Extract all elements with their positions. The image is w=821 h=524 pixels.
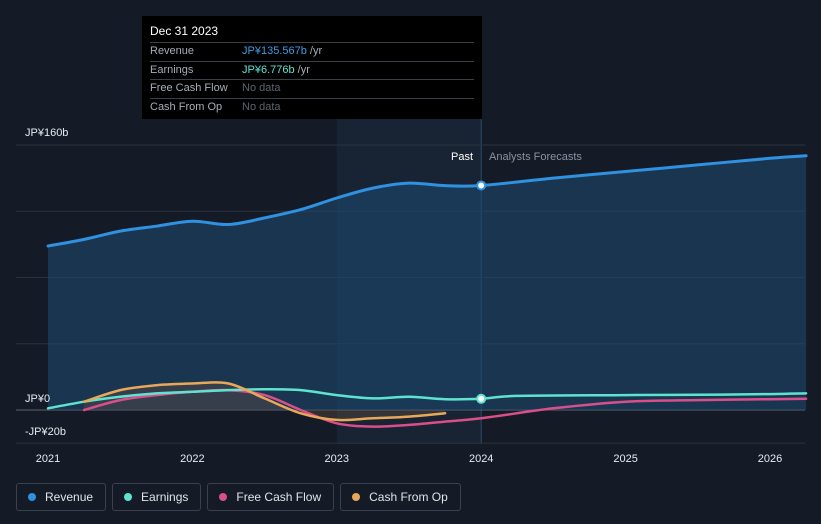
tooltip-row-free-cash-flow: Free Cash Flow No data bbox=[150, 79, 474, 98]
past-label: Past bbox=[451, 151, 473, 163]
legend-dot-icon bbox=[352, 493, 361, 501]
tooltip-value: JP¥135.567b bbox=[242, 45, 307, 57]
tooltip-row-cash-from-op: Cash From Op No data bbox=[150, 97, 474, 117]
cash-from-op-line bbox=[82, 381, 447, 422]
legend-free-cash-flow[interactable]: Free Cash Flow bbox=[207, 483, 335, 511]
tooltip-unit: /yr bbox=[294, 63, 310, 76]
tooltip-label: Free Cash Flow bbox=[150, 82, 228, 94]
earnings-marker bbox=[476, 393, 487, 404]
tooltip-label: Revenue bbox=[150, 45, 195, 57]
revenue-marker bbox=[476, 180, 487, 191]
legend-dot-icon bbox=[124, 493, 133, 501]
tooltip-value-wrap: JP¥135.567b /yr bbox=[242, 43, 322, 61]
legend-label: Cash From Op bbox=[369, 490, 448, 504]
legend-label: Earnings bbox=[141, 490, 189, 504]
tooltip-panel: Dec 31 2023 Revenue JP¥135.567b /yr Earn… bbox=[142, 16, 482, 119]
x-axis-tick-label: 2023 bbox=[325, 453, 349, 465]
x-axis-tick-label: 2021 bbox=[36, 453, 60, 465]
x-axis-tick-label: 2026 bbox=[758, 453, 782, 465]
tooltip-unit: /yr bbox=[306, 45, 323, 57]
legend-dot-icon bbox=[219, 493, 228, 501]
legend-dot-icon bbox=[28, 493, 36, 501]
tooltip-value-wrap: JP¥6.776b /yr bbox=[242, 62, 310, 80]
revenue-line bbox=[46, 154, 808, 248]
y-axis-tick-label: -JP¥20b bbox=[25, 426, 66, 438]
analysts-forecasts-label: Analysts Forecasts bbox=[489, 151, 582, 163]
revenue-area bbox=[48, 155, 807, 410]
tooltip-label: Cash From Op bbox=[150, 100, 223, 113]
earnings-line bbox=[46, 388, 808, 410]
chart-legend: Revenue Earnings Free Cash Flow Cash Fro… bbox=[16, 483, 461, 511]
y-axis-tick-label: JP¥0 bbox=[25, 393, 50, 405]
legend-label: Free Cash Flow bbox=[236, 490, 322, 504]
x-axis-tick-label: 2025 bbox=[613, 453, 637, 465]
legend-label: Revenue bbox=[45, 490, 94, 504]
legend-earnings[interactable]: Earnings bbox=[112, 483, 202, 511]
legend-cash-from-op[interactable]: Cash From Op bbox=[340, 483, 461, 511]
tooltip-value: No data bbox=[242, 82, 281, 94]
legend-revenue[interactable]: Revenue bbox=[16, 483, 107, 511]
tooltip-date: Dec 31 2023 bbox=[150, 24, 219, 38]
tooltip-value: JP¥6.776b bbox=[242, 63, 295, 76]
tooltip-row-earnings: Earnings JP¥6.776b /yr bbox=[150, 60, 474, 80]
y-axis-tick-label: JP¥160b bbox=[25, 127, 68, 139]
x-axis-tick-label: 2022 bbox=[180, 453, 204, 465]
tooltip-label: Earnings bbox=[150, 63, 194, 76]
tooltip-value: No data bbox=[242, 100, 281, 113]
x-axis-tick-label: 2024 bbox=[469, 453, 493, 465]
tooltip-row-revenue: Revenue JP¥135.567b /yr bbox=[150, 42, 474, 61]
